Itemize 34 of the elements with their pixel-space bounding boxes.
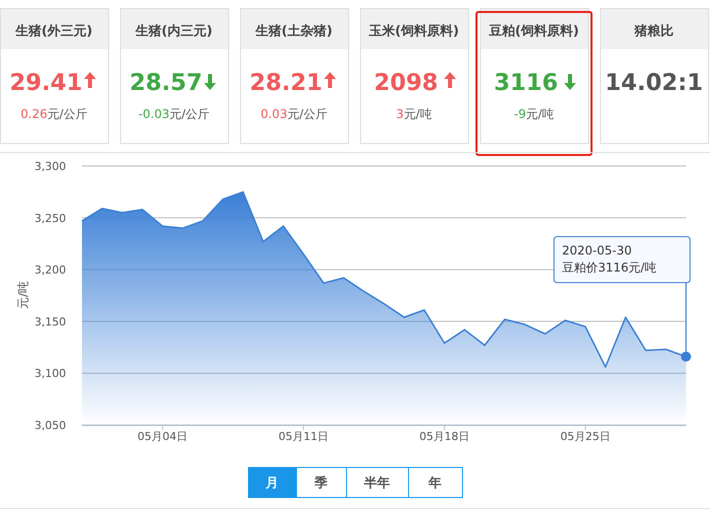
category-label: 月: [264, 476, 278, 491]
y-tick-label: 3,250: [34, 212, 66, 225]
data-label: 3116: [494, 70, 558, 96]
data-label: 28.21: [250, 70, 322, 96]
y-tick-label: 3,150: [34, 315, 66, 328]
category-label: 玉米(饲料原料): [368, 24, 459, 39]
x-tick-label: 05月11日: [278, 430, 328, 443]
annotation: 2020-05-30 豆粕价3116元/吨: [562, 244, 657, 275]
y-axis-title: 元/吨: [16, 280, 30, 310]
text: 0.03元/公斤: [260, 107, 328, 121]
text: -0.03元/公斤: [138, 107, 210, 121]
category-label: 生猪(外三元): [14, 24, 92, 39]
data-label: 14.02:1: [605, 70, 703, 96]
data-label: 28.57: [130, 70, 202, 96]
text: 3元/吨: [396, 107, 432, 121]
category-label: 生猪(土杂猪): [254, 24, 332, 39]
category-label: 豆粕(饲料原料): [488, 24, 579, 39]
data-label: 2098: [374, 70, 438, 96]
x-tick-label: 05月04日: [138, 430, 188, 443]
y-tick-label: 3,300: [34, 160, 66, 173]
tooltip: 2020-05-30 豆粕价3116元/吨: [554, 236, 691, 362]
category-label: 年: [428, 476, 442, 491]
text: -9元/吨: [514, 107, 554, 121]
category-label: 半年: [363, 476, 390, 491]
text: 0.26元/公斤: [20, 107, 88, 121]
y-tick-label: 3,200: [34, 264, 66, 277]
y-tick-label: 3,100: [34, 367, 66, 380]
x-tick-label: 05月25日: [560, 430, 610, 443]
category-label: 生猪(内三元): [134, 24, 212, 39]
category-label: 猪粮比: [634, 23, 674, 39]
y-tick-label: 3,050: [34, 419, 66, 432]
x-tick-label: 05月18日: [419, 430, 470, 443]
category-label: 季: [314, 475, 328, 491]
data-label: 29.41: [10, 70, 82, 96]
